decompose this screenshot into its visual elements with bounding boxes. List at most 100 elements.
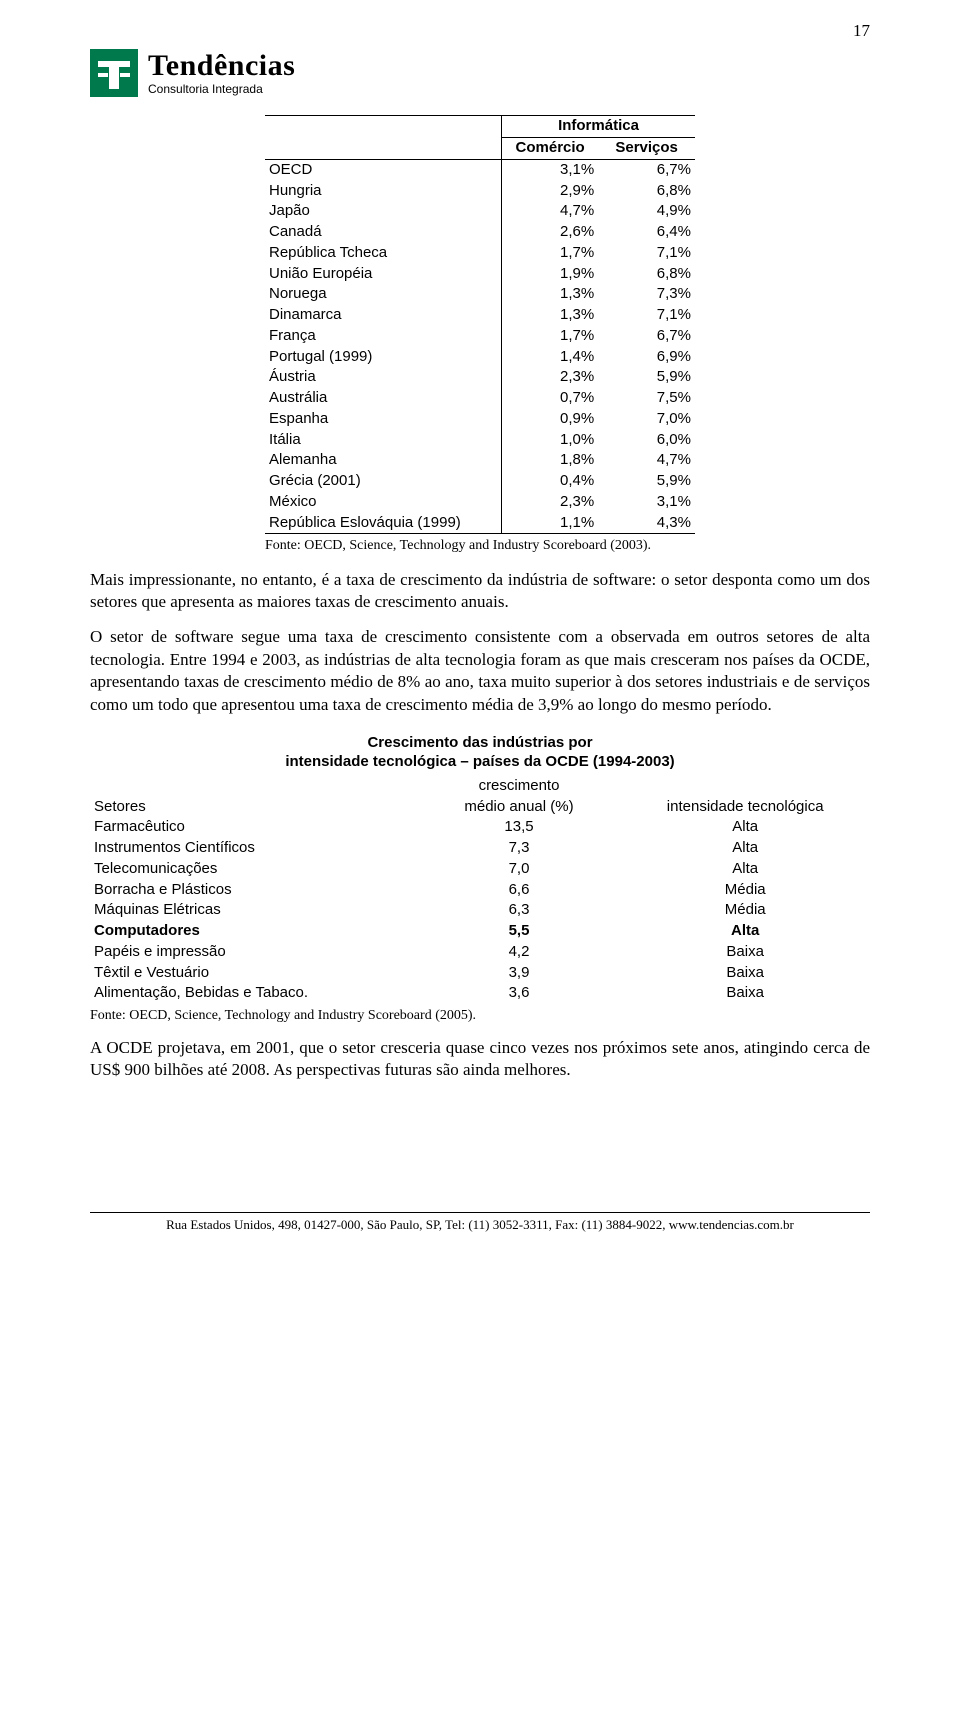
t1-cell-comercio: 4,7% — [502, 201, 599, 222]
t1-cell-comercio: 1,9% — [502, 264, 599, 285]
t1-cell-label: Austrália — [265, 388, 502, 409]
t1-cell-comercio: 1,3% — [502, 284, 599, 305]
t2-cell-growth: 6,6 — [418, 880, 621, 901]
t1-cell-servicos: 7,1% — [598, 305, 695, 326]
t1-col-servicos: Serviços — [598, 138, 695, 160]
table-row: Telecomunicações7,0Alta — [90, 859, 870, 880]
t2-source: Fonte: OECD, Science, Technology and Ind… — [90, 1007, 870, 1025]
table-row: França1,7%6,7% — [265, 326, 695, 347]
t1-cell-comercio: 2,3% — [502, 492, 599, 513]
t1-col-comercio: Comércio — [502, 138, 599, 160]
t2-cell-label: Instrumentos Científicos — [90, 838, 418, 859]
brand-name: Tendências — [148, 51, 295, 81]
table-row: Espanha0,9%7,0% — [265, 409, 695, 430]
t1-cell-comercio: 2,9% — [502, 181, 599, 202]
t2-cell-label: Papéis e impressão — [90, 942, 418, 963]
t1-cell-servicos: 4,3% — [598, 513, 695, 534]
table-row: Alimentação, Bebidas e Tabaco.3,6Baixa — [90, 983, 870, 1004]
t2-cell-intensity: Baixa — [620, 942, 870, 963]
t1-cell-servicos: 6,7% — [598, 159, 695, 180]
t1-cell-servicos: 6,9% — [598, 347, 695, 368]
t2-cell-growth: 7,3 — [418, 838, 621, 859]
table-row: Computadores5,5Alta — [90, 921, 870, 942]
t2-cell-intensity: Alta — [620, 859, 870, 880]
table-row: Portugal (1999)1,4%6,9% — [265, 347, 695, 368]
t1-cell-servicos: 3,1% — [598, 492, 695, 513]
t2-cell-intensity: Média — [620, 880, 870, 901]
t1-cell-comercio: 1,7% — [502, 243, 599, 264]
t2-head-c2b: médio anual (%) — [418, 797, 621, 818]
t1-cell-servicos: 4,7% — [598, 450, 695, 471]
table-informatica: Informática Comércio Serviços OECD3,1%6,… — [265, 115, 695, 534]
t2-cell-growth: 6,3 — [418, 900, 621, 921]
t1-cell-label: União Européia — [265, 264, 502, 285]
paragraph-1: Mais impressionante, no entanto, é a tax… — [90, 569, 870, 614]
paragraph-3: A OCDE projetava, em 2001, que o setor c… — [90, 1037, 870, 1082]
t2-cell-label: Máquinas Elétricas — [90, 900, 418, 921]
t1-cell-label: Portugal (1999) — [265, 347, 502, 368]
t2-cell-label: Alimentação, Bebidas e Tabaco. — [90, 983, 418, 1004]
t2-head-c2a: crescimento — [418, 776, 621, 797]
t1-cell-label: Hungria — [265, 181, 502, 202]
table-row: Grécia (2001)0,4%5,9% — [265, 471, 695, 492]
t1-cell-comercio: 1,3% — [502, 305, 599, 326]
t2-cell-intensity: Alta — [620, 921, 870, 942]
table-row: Japão4,7%4,9% — [265, 201, 695, 222]
table-row: Máquinas Elétricas6,3Média — [90, 900, 870, 921]
table-row: Áustria2,3%5,9% — [265, 367, 695, 388]
table-row: Hungria2,9%6,8% — [265, 181, 695, 202]
table-row: Itália1,0%6,0% — [265, 430, 695, 451]
t2-cell-growth: 7,0 — [418, 859, 621, 880]
t1-cell-comercio: 1,4% — [502, 347, 599, 368]
t1-cell-servicos: 6,8% — [598, 181, 695, 202]
page-number: 17 — [90, 20, 870, 41]
table-row: OECD3,1%6,7% — [265, 159, 695, 180]
t1-cell-label: Alemanha — [265, 450, 502, 471]
t1-cell-servicos: 5,9% — [598, 367, 695, 388]
t2-cell-growth: 4,2 — [418, 942, 621, 963]
table-row: República Tcheca1,7%7,1% — [265, 243, 695, 264]
t1-cell-label: Noruega — [265, 284, 502, 305]
table-row: República Eslováquia (1999)1,1%4,3% — [265, 513, 695, 534]
table-row: Noruega1,3%7,3% — [265, 284, 695, 305]
t2-cell-intensity: Baixa — [620, 963, 870, 984]
t2-cell-label: Têxtil e Vestuário — [90, 963, 418, 984]
t1-cell-label: Espanha — [265, 409, 502, 430]
t1-cell-comercio: 2,6% — [502, 222, 599, 243]
t1-cell-label: França — [265, 326, 502, 347]
t2-cell-label: Telecomunicações — [90, 859, 418, 880]
t1-span-header: Informática — [502, 116, 696, 138]
t1-cell-servicos: 6,4% — [598, 222, 695, 243]
t2-cell-growth: 13,5 — [418, 817, 621, 838]
t1-cell-servicos: 4,9% — [598, 201, 695, 222]
t2-cell-intensity: Baixa — [620, 983, 870, 1004]
t2-cell-label: Borracha e Plásticos — [90, 880, 418, 901]
t2-cell-intensity: Alta — [620, 817, 870, 838]
t1-cell-label: Itália — [265, 430, 502, 451]
t1-cell-label: Japão — [265, 201, 502, 222]
t1-cell-comercio: 3,1% — [502, 159, 599, 180]
t1-cell-servicos: 7,0% — [598, 409, 695, 430]
t2-title-line2: intensidade tecnológica – países da OCDE… — [285, 753, 674, 770]
t1-cell-comercio: 0,4% — [502, 471, 599, 492]
t1-cell-servicos: 7,3% — [598, 284, 695, 305]
brand-subtitle: Consultoria Integrada — [148, 83, 295, 95]
t1-cell-comercio: 1,0% — [502, 430, 599, 451]
t1-cell-comercio: 1,1% — [502, 513, 599, 534]
t1-cell-servicos: 5,9% — [598, 471, 695, 492]
t1-cell-comercio: 1,7% — [502, 326, 599, 347]
t2-head-c3: intensidade tecnológica — [620, 797, 870, 818]
table-row: Farmacêutico13,5Alta — [90, 817, 870, 838]
t1-cell-servicos: 7,5% — [598, 388, 695, 409]
table-row: Papéis e impressão4,2Baixa — [90, 942, 870, 963]
table-row: Têxtil e Vestuário3,9Baixa — [90, 963, 870, 984]
t1-cell-servicos: 6,7% — [598, 326, 695, 347]
brand-header: Tendências Consultoria Integrada — [90, 49, 870, 97]
table-row: Borracha e Plásticos6,6Média — [90, 880, 870, 901]
t2-cell-growth: 5,5 — [418, 921, 621, 942]
t1-cell-label: Áustria — [265, 367, 502, 388]
t1-cell-label: República Eslováquia (1999) — [265, 513, 502, 534]
table-row: Canadá2,6%6,4% — [265, 222, 695, 243]
t1-source: Fonte: OECD, Science, Technology and Ind… — [90, 537, 870, 555]
t2-cell-label: Farmacêutico — [90, 817, 418, 838]
